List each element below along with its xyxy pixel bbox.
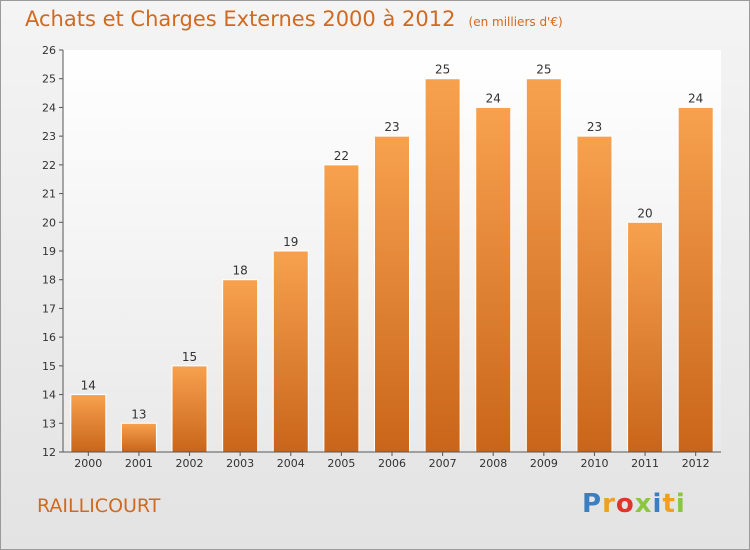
y-tick-label: 25 xyxy=(42,73,56,86)
y-tick-label: 14 xyxy=(42,389,56,402)
logo-letter: i xyxy=(675,489,686,519)
bar-2004 xyxy=(272,250,309,453)
bar-value-label: 23 xyxy=(384,120,399,134)
x-tick-label: 2001 xyxy=(125,457,153,470)
chart-title: Achats et Charges Externes 2000 à 2012 xyxy=(25,7,456,31)
bar-value-label: 25 xyxy=(435,63,450,77)
logo-letter: x xyxy=(634,489,653,519)
y-tick-label: 23 xyxy=(42,130,56,143)
x-tick-label: 2007 xyxy=(429,457,457,470)
bar-value-label: 24 xyxy=(688,91,703,105)
proxiti-logo: Proxiti xyxy=(582,489,686,519)
x-tick-label: 2006 xyxy=(378,457,406,470)
x-tick-label: 2009 xyxy=(530,457,558,470)
y-tick-label: 16 xyxy=(42,331,56,344)
bar-2009 xyxy=(525,78,562,453)
bar-2003 xyxy=(222,279,259,453)
x-tick-label: 2010 xyxy=(580,457,608,470)
logo-letter: r xyxy=(602,489,616,519)
x-tick-label: 2008 xyxy=(479,457,507,470)
bar-2001 xyxy=(120,422,157,453)
bar-2007 xyxy=(424,78,461,453)
bar-value-label: 13 xyxy=(131,407,146,421)
y-tick-label: 13 xyxy=(42,417,56,430)
bar-2006 xyxy=(374,135,410,453)
bar-value-label: 22 xyxy=(334,149,349,163)
bar-2011 xyxy=(627,221,664,453)
logo-letter: P xyxy=(582,489,603,519)
y-tick-label: 22 xyxy=(42,159,56,172)
commune-name: RAILLICOURT xyxy=(37,495,161,517)
chart-header: Achats et Charges Externes 2000 à 2012 (… xyxy=(25,7,563,31)
x-tick-label: 2004 xyxy=(277,457,305,470)
y-tick-label: 24 xyxy=(42,101,56,114)
x-tick-label: 2012 xyxy=(682,457,710,470)
bar-value-label: 15 xyxy=(182,350,197,364)
x-tick-label: 2005 xyxy=(327,457,355,470)
y-tick-label: 17 xyxy=(42,302,56,315)
y-tick-label: 18 xyxy=(42,274,56,287)
y-tick-label: 26 xyxy=(42,44,56,57)
bar-2000 xyxy=(70,394,107,453)
logo-letter: i xyxy=(652,489,663,519)
y-tick-label: 15 xyxy=(42,360,56,373)
bar-value-label: 18 xyxy=(233,264,248,278)
y-tick-label: 20 xyxy=(42,216,56,229)
x-tick-label: 2002 xyxy=(176,457,204,470)
bar-2010 xyxy=(576,135,613,453)
bar-2005 xyxy=(323,164,360,453)
y-tick-label: 12 xyxy=(42,446,56,459)
bar-value-label: 25 xyxy=(536,63,551,77)
bar-2008 xyxy=(475,106,512,453)
bar-2012 xyxy=(677,106,714,453)
bar-value-label: 19 xyxy=(283,235,298,249)
bar-value-label: 23 xyxy=(587,120,602,134)
logo-letter: t xyxy=(662,489,676,519)
y-tick-label: 21 xyxy=(42,188,56,201)
bar-value-label: 20 xyxy=(637,206,652,220)
x-tick-label: 2000 xyxy=(74,457,102,470)
x-tick-label: 2003 xyxy=(226,457,254,470)
chart-subtitle: (en milliers d'€) xyxy=(468,15,563,29)
x-tick-label: 2011 xyxy=(631,457,659,470)
bar-value-label: 24 xyxy=(486,91,501,105)
bar-value-label: 14 xyxy=(81,379,96,393)
bar-2002 xyxy=(171,365,208,453)
y-tick-label: 19 xyxy=(42,245,56,258)
logo-letter: o xyxy=(615,489,635,519)
